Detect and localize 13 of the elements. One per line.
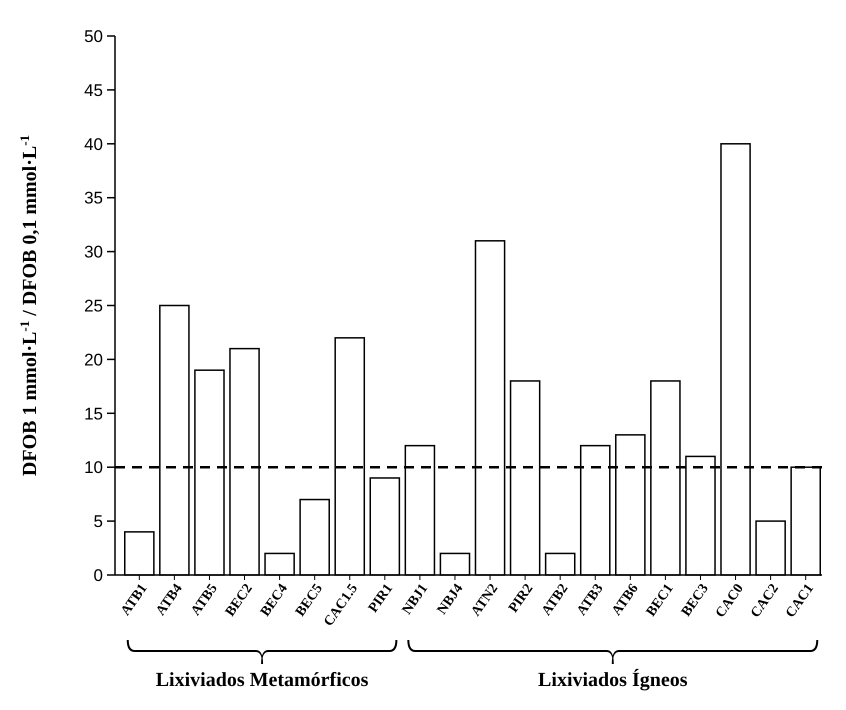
y-tick-label: 35 <box>84 188 103 208</box>
y-tick-label: 50 <box>84 26 103 46</box>
y-tick-label: 45 <box>84 80 103 100</box>
y-tick-label: 10 <box>84 458 103 478</box>
y-tick-label: 20 <box>84 350 103 370</box>
y-tick-label: 30 <box>84 242 103 262</box>
text: Lixiviados Metamórficos <box>156 669 369 691</box>
text: Lixiviados Ígneos <box>538 668 688 691</box>
y-tick-label: 15 <box>84 404 103 424</box>
y-tick-label: 25 <box>84 296 103 316</box>
y-tick-label: 40 <box>84 134 103 154</box>
y-tick-label: 5 <box>94 512 103 532</box>
y-tick-label: 0 <box>94 566 103 585</box>
